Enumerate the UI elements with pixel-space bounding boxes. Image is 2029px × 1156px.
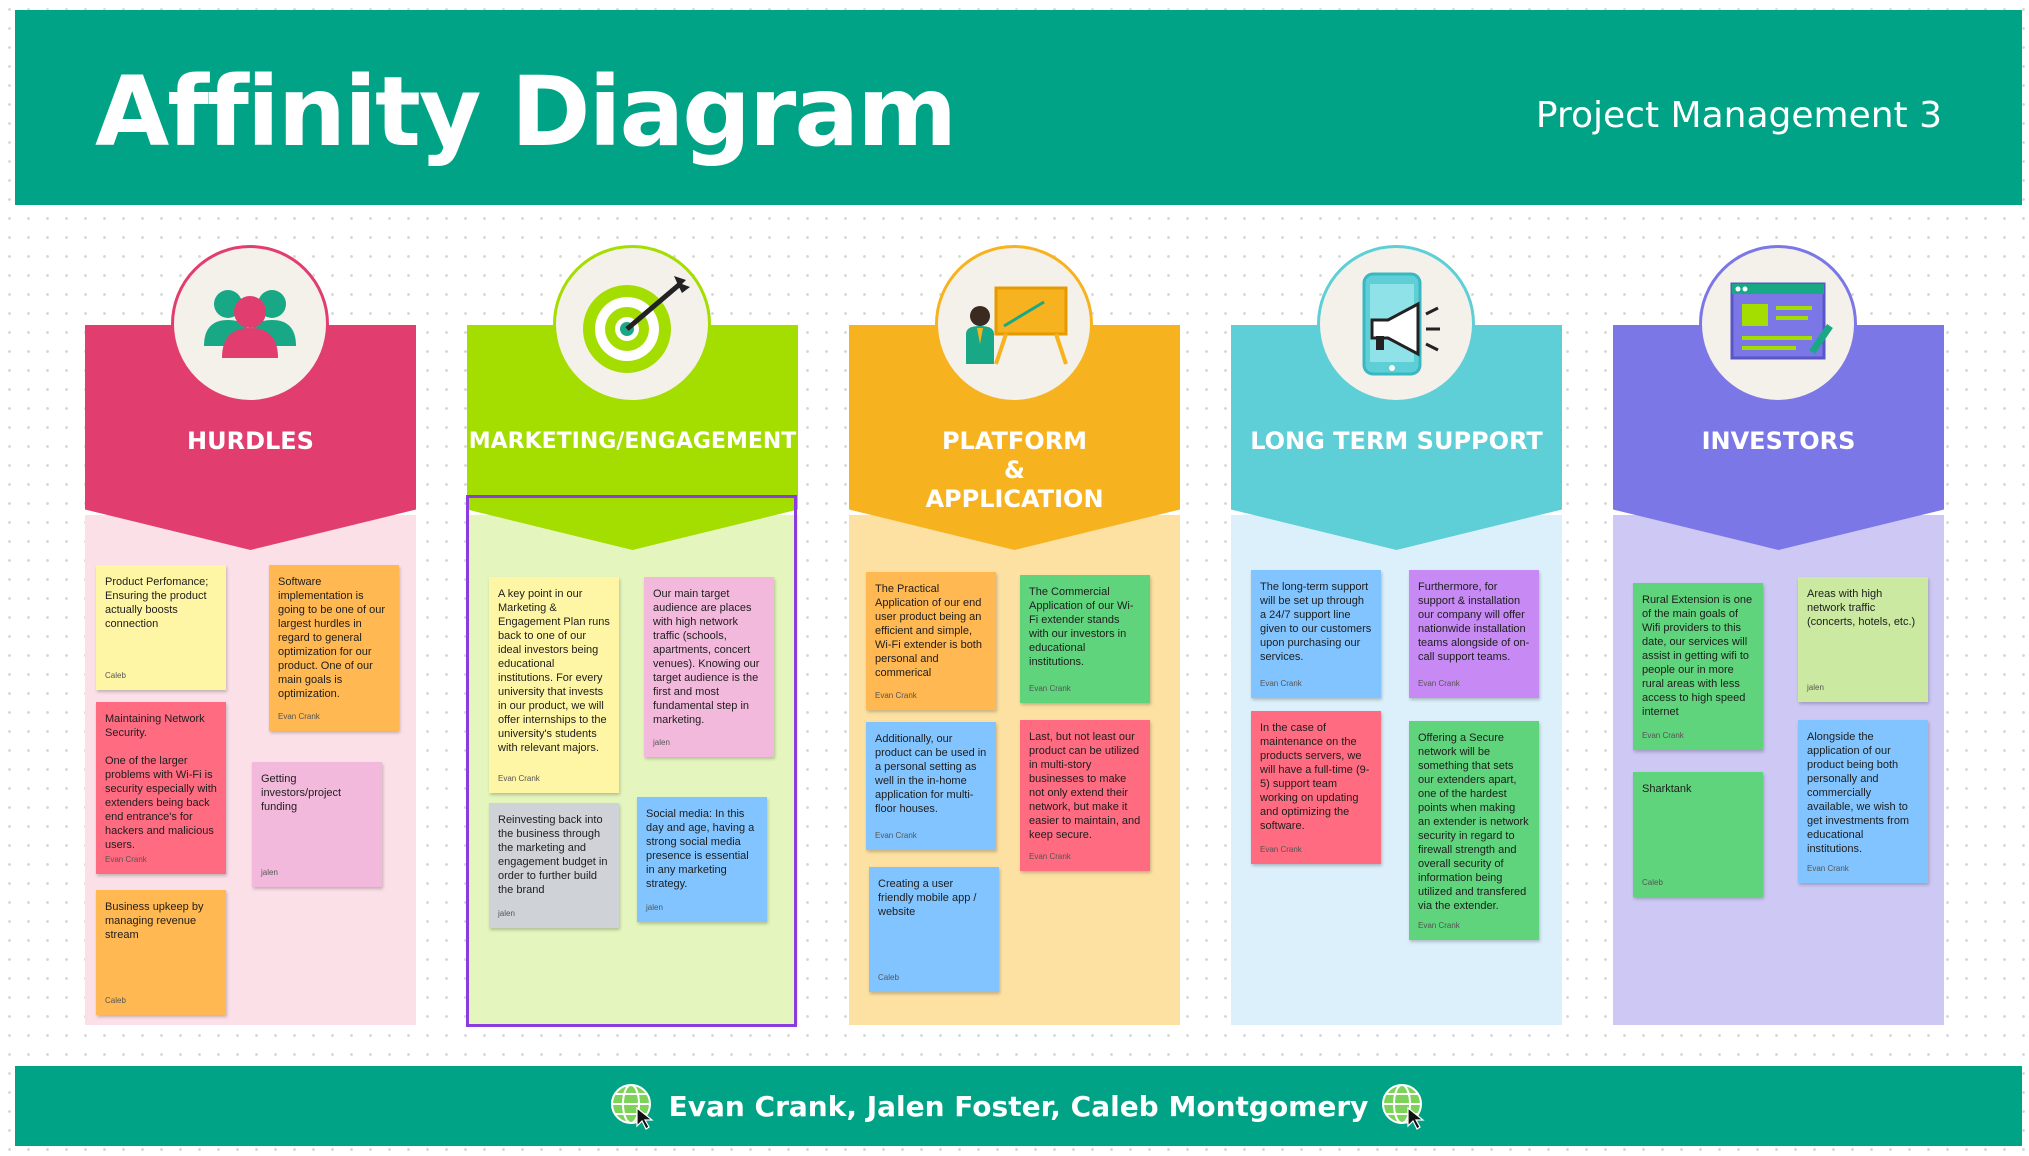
column-platform: PLATFORM & APPLICATION The Practical App…: [849, 245, 1180, 1025]
globe-cursor-icon: [610, 1084, 654, 1130]
globe-cursor-icon: [1382, 1084, 1426, 1130]
sticky-note[interactable]: Getting investors/project funding jalen: [252, 762, 382, 887]
sticky-note[interactable]: Alongside the application of our product…: [1798, 720, 1928, 883]
phone-megaphone-icon: [1317, 245, 1475, 403]
sticky-note[interactable]: Rural Extension is one of the main goals…: [1633, 583, 1763, 750]
sticky-note[interactable]: Product Perfomance; Ensuring the product…: [96, 565, 226, 690]
sticky-note[interactable]: Our main target audience are places with…: [644, 577, 774, 757]
sticky-note[interactable]: Business upkeep by managing revenue stre…: [96, 890, 226, 1015]
browser-window-icon: [1699, 245, 1857, 403]
presentation-board-icon: [935, 245, 1093, 403]
sticky-note[interactable]: A key point in our Marketing & Engagemen…: [489, 577, 619, 793]
sticky-note[interactable]: Social media: In this day and age, havin…: [637, 797, 767, 922]
sticky-note[interactable]: Additionally, our product can be used in…: [866, 722, 996, 850]
team-people-icon: [171, 245, 329, 403]
sticky-note[interactable]: Last, but not least our product can be u…: [1020, 720, 1150, 871]
column-hurdles: HURDLES Product Perfomance; Ensuring the…: [85, 245, 416, 1025]
footer-banner: Evan Crank, Jalen Foster, Caleb Montgome…: [15, 1066, 2022, 1146]
page-subtitle: Project Management 3: [1535, 95, 1942, 136]
target-dart-icon: [553, 245, 711, 403]
sticky-note[interactable]: Creating a user friendly mobile app / we…: [869, 867, 999, 992]
column-investors: INVESTORS Rural Extension is one of the …: [1613, 245, 1944, 1025]
sticky-note[interactable]: The long-term support will be set up thr…: [1251, 570, 1381, 698]
sticky-note[interactable]: The Practical Application of our end use…: [866, 572, 996, 710]
column-title: PLATFORM & APPLICATION: [925, 427, 1104, 513]
header-banner: Affinity Diagram Project Management 3: [15, 10, 2022, 205]
column-title: LONG TERM SUPPORT: [1250, 427, 1543, 455]
sticky-note[interactable]: Offering a Secure network will be someth…: [1409, 721, 1539, 940]
column-title: INVESTORS: [1701, 427, 1856, 455]
sticky-note[interactable]: Sharktank Caleb: [1633, 772, 1763, 897]
selection-frame: [466, 495, 797, 1027]
column-title: MARKETING/ENGAGEMENT: [468, 429, 797, 454]
sticky-note[interactable]: Reinvesting back into the business throu…: [489, 803, 619, 928]
column-support: LONG TERM SUPPORT The long-term support …: [1231, 245, 1562, 1025]
page-title: Affinity Diagram: [95, 56, 957, 168]
sticky-note[interactable]: Furthermore, for support & installation …: [1409, 570, 1539, 698]
column-marketing: MARKETING/ENGAGEMENT A key point in our …: [467, 245, 798, 1025]
team-members: Evan Crank, Jalen Foster, Caleb Montgome…: [668, 1089, 1369, 1123]
sticky-note[interactable]: Maintaining Network Security. One of the…: [96, 702, 226, 874]
sticky-note[interactable]: Software implementation is going to be o…: [269, 565, 399, 731]
sticky-note[interactable]: The Commercial Application of our Wi-Fi …: [1020, 575, 1150, 703]
sticky-note[interactable]: In the case of maintenance on the produc…: [1251, 711, 1381, 864]
column-title: HURDLES: [187, 427, 314, 455]
sticky-note[interactable]: Areas with high network traffic (concert…: [1798, 577, 1928, 702]
